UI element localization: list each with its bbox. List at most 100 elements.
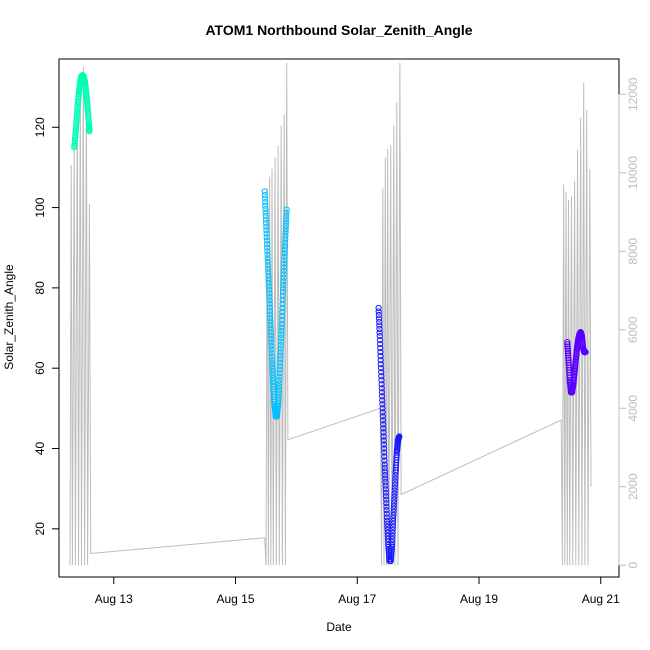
data-point [269,375,277,382]
data-point [269,363,276,370]
data-point [376,337,383,344]
data-point [277,352,284,359]
data-point [377,341,384,348]
data-point [382,475,389,482]
data-point [281,253,288,260]
data-point [279,300,286,307]
y2-tick-label: 4000 [626,395,640,422]
data-point [282,239,289,246]
data-point [380,433,387,440]
data-point [390,508,397,515]
data-point [378,389,385,396]
data-point [267,325,274,332]
data-point [281,250,288,257]
data-point [262,206,269,213]
data-point [382,493,390,500]
data-point [376,325,383,333]
data-point [280,271,287,278]
data-point [276,373,283,380]
data-point [275,386,282,393]
y-tick-label: 120 [33,117,47,137]
data-point [282,229,289,236]
data-point [278,316,285,324]
data-point [280,278,287,285]
data-point [375,308,382,315]
data-point [381,465,388,472]
data-point [268,353,275,360]
data-point [267,329,274,336]
series-1 [71,72,93,151]
data-point [278,328,285,335]
data-point [282,226,289,233]
data-point [281,260,288,267]
data-point [280,285,287,292]
data-point [261,191,268,199]
data-point [266,290,273,297]
data-point [84,104,91,111]
y2-tick-label: 10000 [626,156,640,190]
data-point [388,541,396,549]
x-axis-label: Date [326,620,352,634]
data-point [389,526,396,533]
data-point [379,393,386,400]
data-point [383,514,390,521]
data-point [73,116,80,123]
data-point [275,389,282,396]
data-point [282,219,290,226]
axes-layer: Aug 13 Aug 15 Aug 17 Aug 19 Aug 21 20 40 60 80 10… [33,77,640,606]
data-point [73,112,81,119]
points-layer [71,72,589,565]
data-point [266,293,273,300]
y2-tick-label: 8000 [626,238,640,265]
data-point [266,300,273,307]
data-point [379,401,386,408]
x-tick-label: Aug 21 [582,592,620,606]
data-point [263,220,270,227]
data-point [282,232,289,239]
x-tick-label: Aug 15 [216,592,254,606]
data-point [391,493,398,500]
data-point [72,128,79,135]
data-point [281,243,289,250]
data-point [379,417,387,424]
data-point [378,377,385,384]
data-point [74,108,81,115]
data-point [268,336,275,343]
data-point [282,236,289,243]
data-point [264,255,271,262]
data-point [265,276,272,283]
data-point [388,551,395,559]
data-point [86,128,93,135]
data-point [265,272,272,279]
series-4 [564,329,589,396]
data-point [84,108,92,115]
data-point [263,241,271,248]
data-point [264,262,271,269]
data-point [380,429,387,436]
data-point [267,321,274,329]
data-point [278,324,285,331]
data-point [266,297,273,304]
y-axis-label: Solar_Zenith_Angle [2,264,16,370]
data-point [72,130,79,137]
data-point [263,237,270,244]
data-point [268,343,275,350]
data-point [389,520,397,527]
data-point [73,118,80,125]
data-point [283,206,290,213]
data-point [85,112,92,119]
data-point [392,475,399,482]
data-point [267,318,274,325]
data-point [275,401,282,408]
series-3 [375,304,403,565]
data-point [381,449,388,456]
data-point [382,486,389,493]
data-point [265,265,272,272]
data-point [277,338,285,345]
y-tick-label: 100 [33,197,47,217]
data-point [388,549,395,557]
data-point [265,269,272,276]
data-point [267,332,275,339]
data-point [262,213,269,220]
